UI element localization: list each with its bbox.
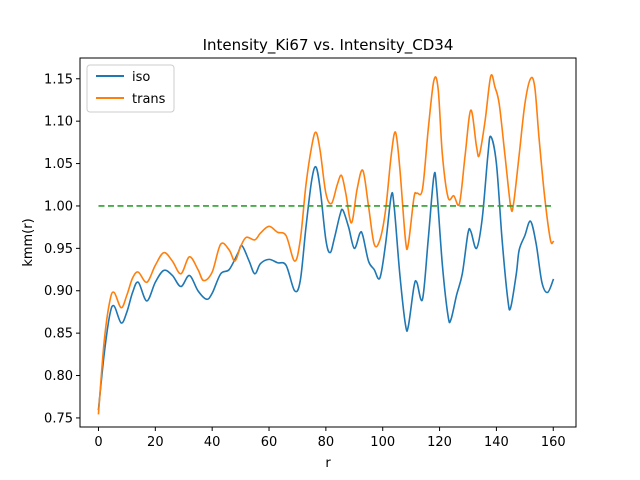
x-axis: 0 20 40 60 80 100 120 140 160 [94, 427, 566, 450]
y-tick-label: 1.00 [44, 199, 73, 214]
x-tick-label: 100 [370, 435, 395, 450]
legend-label-trans: trans [132, 92, 166, 107]
x-axis-label: r [325, 456, 331, 471]
x-tick-label: 140 [484, 435, 509, 450]
x-tick-label: 40 [204, 435, 221, 450]
series-line-iso [97, 135, 555, 411]
x-tick-label: 80 [318, 435, 335, 450]
plot-area [80, 58, 576, 427]
y-tick-label: 0.95 [44, 242, 73, 257]
y-tick-label: 1.10 [44, 115, 73, 130]
x-tick-label: 60 [261, 435, 278, 450]
legend-label-iso: iso [132, 70, 150, 85]
y-axis-label: kmm(r) [21, 218, 36, 266]
y-tick-label: 0.80 [44, 369, 73, 384]
x-tick-label: 20 [147, 435, 164, 450]
series-line-trans [97, 74, 555, 415]
legend: iso trans [86, 64, 175, 113]
plot-frame [79, 57, 577, 428]
y-tick-label: 0.90 [44, 284, 73, 299]
y-tick-label: 0.75 [44, 411, 73, 426]
x-tick-label: 160 [541, 435, 566, 450]
y-axis: 0.75 0.80 0.85 0.90 0.95 1.00 1.05 1.10 1.15 [44, 72, 80, 426]
y-tick-label: 1.15 [44, 72, 73, 87]
y-tick-label: 1.05 [44, 157, 73, 172]
chart-title: Intensity_Ki67 vs. Intensity_CD34 [203, 36, 454, 55]
x-tick-label: 120 [427, 435, 452, 450]
y-tick-label: 0.85 [44, 327, 73, 342]
series-layer [97, 74, 555, 415]
x-tick-label: 0 [94, 435, 102, 450]
